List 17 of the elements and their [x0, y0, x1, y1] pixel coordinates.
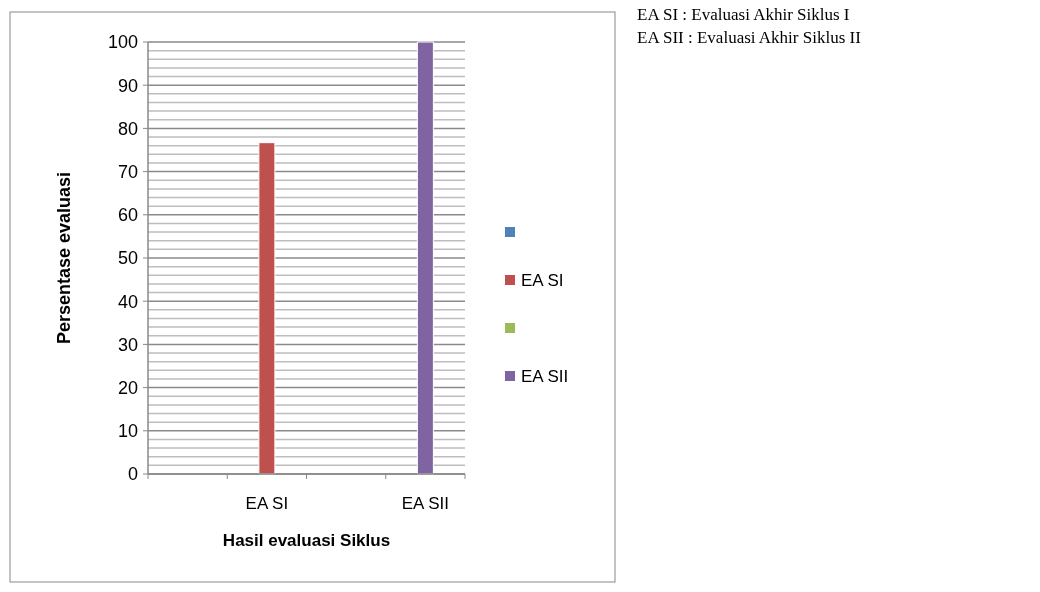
y-tick-label: 50: [117, 248, 138, 269]
y-tick-label: 80: [117, 118, 138, 139]
legend-label: EA SI: [521, 270, 564, 290]
y-tick-label: 20: [117, 377, 138, 398]
y-tick-label: 10: [117, 421, 138, 442]
y-tick-label: 0: [127, 464, 138, 485]
legend-label: EA SII: [521, 366, 569, 386]
y-tick-label: 100: [107, 32, 138, 53]
y-axis-title: Persentase evaluasi: [54, 171, 74, 345]
y-tick-label: 90: [117, 75, 138, 96]
y-tick-label: 60: [117, 205, 138, 226]
text: EA SI : Evaluasi Akhir Siklus I: [637, 5, 850, 24]
y-tick-label: 70: [117, 161, 138, 182]
x-axis-title: Hasil evaluasi Siklus: [222, 531, 391, 550]
text: EA SII : Evaluasi Akhir Siklus II: [637, 28, 862, 47]
y-tick-label: 30: [117, 334, 138, 355]
y-tick-label: 40: [117, 291, 138, 312]
